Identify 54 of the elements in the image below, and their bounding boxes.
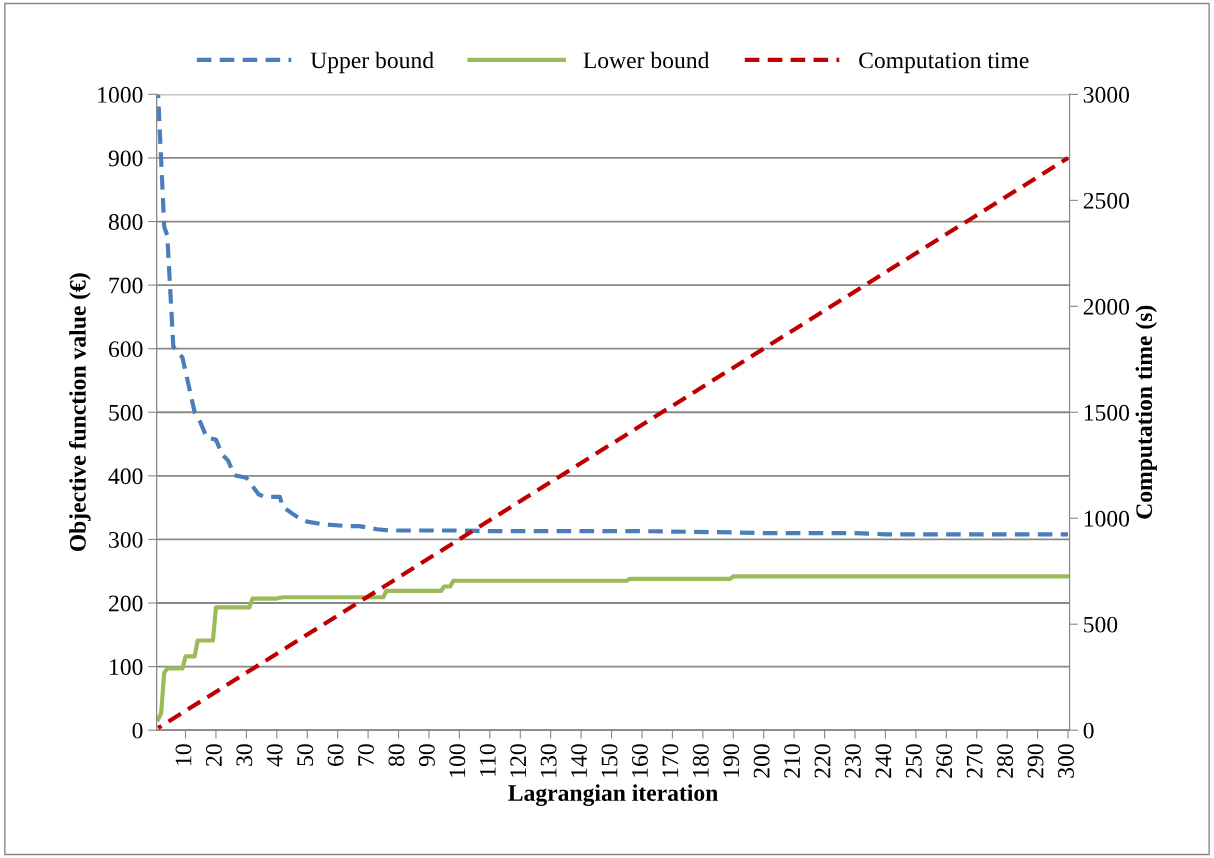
x-tick-label: 210: [784, 744, 801, 778]
y2-tick-label: 2500: [1083, 192, 1130, 209]
y2-tick-label: 1500: [1084, 404, 1130, 421]
y-tick-label: 0: [132, 722, 143, 739]
y-tick-label: 600: [109, 341, 143, 358]
x-tick-label: 120: [510, 744, 527, 777]
x-tick-label: 80: [388, 744, 405, 767]
y2-tick-label: 500: [1084, 616, 1118, 633]
x-tick-label: 90: [418, 744, 435, 767]
y2-tick-label: 3000: [1083, 86, 1130, 103]
x-tick-label: 200: [753, 744, 770, 778]
x-tick-label: 150: [601, 744, 618, 777]
x-tick-label: 190: [723, 744, 740, 777]
x-tick-label: 140: [571, 744, 588, 777]
y-tick-label: 400: [108, 468, 143, 485]
y2-tick-label: 2000: [1083, 298, 1130, 315]
x-tick-label: 180: [692, 744, 709, 777]
x-tick-label: 10: [175, 744, 192, 765]
x-tick-label: 270: [966, 744, 983, 778]
y-tick-label: 900: [108, 150, 143, 167]
y-tick-label: 300: [109, 531, 143, 548]
x-tick-label: 220: [814, 744, 831, 778]
y2-tick-label: 0: [1083, 722, 1094, 739]
x-tick-label: 20: [205, 744, 222, 766]
y2-axis-title: Computation time (s): [1135, 305, 1157, 519]
x-tick-label: 40: [266, 744, 283, 767]
y-tick-label: 800: [108, 214, 143, 230]
x-tick-label: 160: [631, 744, 648, 777]
x-tick-label: 250: [905, 744, 922, 778]
x-tick-label: 110: [479, 744, 496, 776]
legend-label: Upper bound: [310, 51, 434, 74]
y-tick-label: 200: [109, 595, 143, 612]
x-tick-label: 130: [540, 744, 557, 777]
legend-label: Computation time: [859, 52, 1029, 74]
x-tick-label: 70: [358, 744, 375, 766]
y2-tick-label: 1000: [1084, 510, 1130, 527]
y-axis-title: Objective function value (€): [68, 273, 91, 552]
y-tick-label: 100: [110, 659, 143, 675]
x-tick-label: 100: [449, 744, 466, 777]
y-tick-label: 500: [109, 404, 143, 421]
x-tick-label: 170: [662, 744, 679, 777]
y-tick-label: 1000: [98, 86, 143, 103]
x-tick-label: 230: [844, 744, 861, 778]
x-axis-title: Lagrangian iteration: [508, 784, 718, 806]
legend-label: Lower bound: [583, 51, 710, 69]
x-tick-label: 240: [875, 744, 892, 778]
x-tick-label: 60: [327, 744, 344, 766]
x-tick-label: 30: [236, 744, 253, 766]
x-tick-label: 50: [297, 744, 314, 766]
x-tick-label: 280: [997, 744, 1014, 778]
x-tick-label: 300: [1057, 744, 1074, 778]
y-tick-label: 700: [109, 277, 143, 294]
x-tick-label: 290: [1027, 744, 1044, 778]
x-tick-label: 260: [936, 744, 953, 778]
